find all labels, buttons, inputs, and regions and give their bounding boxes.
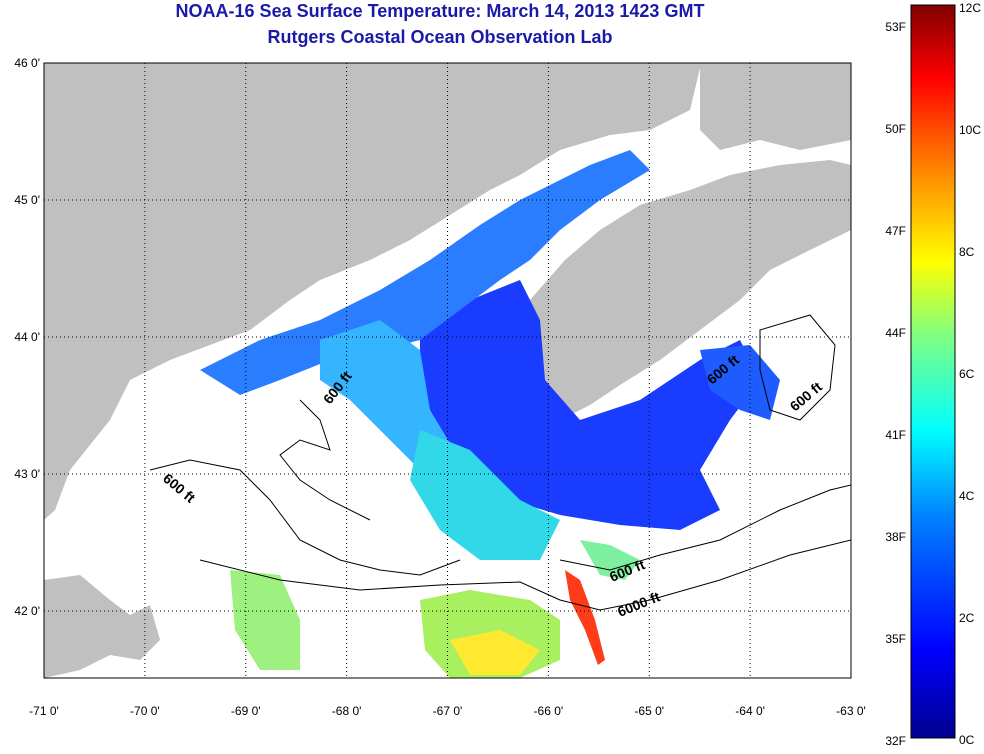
land-maine xyxy=(44,63,851,520)
colorbar-f-label: 41F xyxy=(885,428,906,442)
longitude-labels: -71 0' -70 0' -69 0' -68 0' -67 0' -66 0' -65 … xyxy=(29,704,866,718)
lon-tick-label: -65 0' xyxy=(634,704,664,718)
lat-tick-label: 42 0' xyxy=(14,604,40,618)
colorbar-f-label: 35F xyxy=(885,632,906,646)
sst-yellow-south xyxy=(450,630,540,675)
colorbar-f-label: 53F xyxy=(885,20,906,34)
colorbar-f-label: 32F xyxy=(885,734,906,748)
lon-tick-label: -70 0' xyxy=(130,704,160,718)
land-cape-cod xyxy=(44,575,160,678)
map-frame xyxy=(43,62,852,679)
sst-blue-shelf xyxy=(200,150,650,395)
colorbar-c-label: 10C xyxy=(959,123,981,137)
colorbar-c-label: 2C xyxy=(959,611,975,625)
contour-ring-northeast xyxy=(759,314,836,421)
sst-green-scotian xyxy=(580,540,640,580)
lon-tick-label: -64 0' xyxy=(735,704,765,718)
lon-tick-label: -63 0' xyxy=(836,704,866,718)
colorbar-c-label: 4C xyxy=(959,489,975,503)
colorbar-c-label: 12C xyxy=(959,1,981,15)
latitude-labels: 46 0' 45 0' 44 0' 43 0' 42 0' xyxy=(14,56,40,618)
sst-green-west xyxy=(230,570,300,670)
lon-tick-label: -66 0' xyxy=(534,704,564,718)
contour-600ft-west xyxy=(149,399,461,576)
colorbar xyxy=(910,4,956,739)
map-title: NOAA-16 Sea Surface Temperature: March 1… xyxy=(175,1,705,21)
colorbar-c-label: 6C xyxy=(959,367,975,381)
colorbar-f-label: 47F xyxy=(885,224,906,238)
lat-tick-label: 44 0' xyxy=(14,330,40,344)
land-nova-scotia xyxy=(525,160,851,420)
sst-gulf-stream-red xyxy=(565,570,605,665)
lon-tick-label: -69 0' xyxy=(231,704,261,718)
lat-tick-label: 46 0' xyxy=(14,56,40,70)
lon-tick-label: -67 0' xyxy=(433,704,463,718)
contour-6000ft xyxy=(199,539,851,611)
lon-tick-label: -68 0' xyxy=(332,704,362,718)
colorbar-c-label: 8C xyxy=(959,245,975,259)
colorbar-f-label: 44F xyxy=(885,326,906,340)
colorbar-fahrenheit-labels: 53F 50F 47F 44F 41F 38F 35F 32F xyxy=(885,20,906,748)
land-north xyxy=(700,63,851,150)
lat-tick-label: 45 0' xyxy=(14,193,40,207)
colorbar-f-label: 50F xyxy=(885,122,906,136)
map-subtitle: Rutgers Coastal Ocean Observation Lab xyxy=(267,27,613,47)
contour-600ft-east xyxy=(559,484,851,571)
colorbar-f-label: 38F xyxy=(885,530,906,544)
colorbar-c-label: 0C xyxy=(959,733,975,747)
sst-dark-blue-basin xyxy=(420,280,760,530)
colorbar-celsius-labels: 12C 10C 8C 6C 4C 2C 0C xyxy=(959,1,981,747)
lat-tick-label: 43 0' xyxy=(14,467,40,481)
lon-tick-label: -71 0' xyxy=(29,704,59,718)
